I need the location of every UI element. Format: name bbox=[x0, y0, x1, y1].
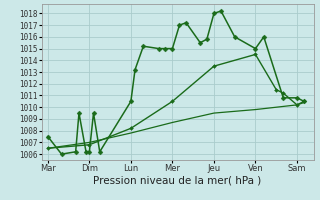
X-axis label: Pression niveau de la mer( hPa ): Pression niveau de la mer( hPa ) bbox=[93, 176, 262, 186]
